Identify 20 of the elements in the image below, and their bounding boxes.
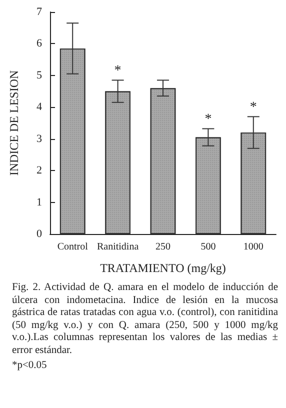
y-tick-label: 5 (36, 69, 42, 82)
x-tick-label: 1000 (243, 242, 264, 252)
annotation: * (250, 100, 257, 116)
x-tick-label: Control (57, 242, 88, 252)
y-tick-label: 3 (36, 132, 42, 145)
x-axis-title: TRATAMIENTO (mg/kg) (100, 261, 226, 275)
annotation: * (114, 64, 122, 79)
x-tick-label: Ranitidina (96, 242, 140, 252)
annotation: * (204, 112, 212, 128)
y-tick-label: 2 (36, 164, 42, 177)
y-tick-label: 1 (36, 196, 42, 208)
y-tick-label: 7 (36, 6, 42, 18)
y-tick-label: 0 (36, 228, 42, 240)
x-tick-label: 250 (156, 242, 170, 252)
y-tick-label: 4 (36, 101, 42, 114)
text: *p<0.05 (12, 360, 48, 372)
y-axis-title: INDICE DE LESION (7, 70, 21, 176)
x-tick-label: 500 (200, 242, 216, 252)
caption: Fig. 2. Actividad de Q. amara en el modelo de inducción de úlcera con indometacina. Indice de lesión en la mucosa gástrica de ratas tratadas con agua v.o. (control), con ranitidina (50 mg/kg v.o.) y con Q. amara (250, 500 y 1000 mg/kg v.o.).Las columnas representan los valores de las medias ± error estándar. (12, 282, 278, 357)
y-tick-label: 6 (36, 38, 42, 50)
